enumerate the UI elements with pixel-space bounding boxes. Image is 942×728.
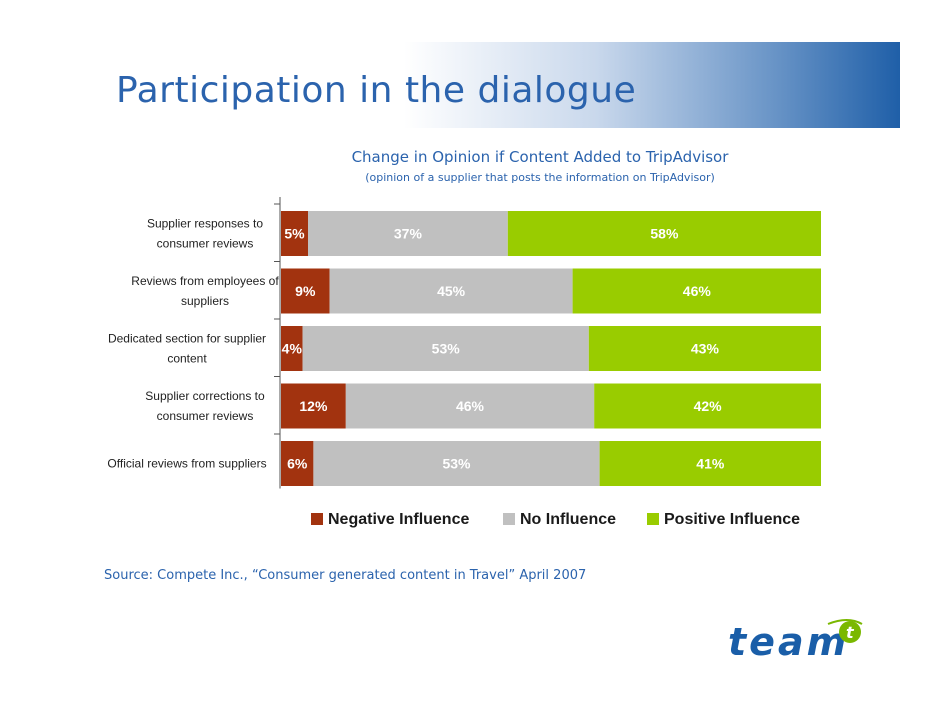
category-label: suppliers [181, 294, 229, 308]
data-label: 46% [683, 283, 712, 299]
category-label: consumer reviews [157, 237, 254, 251]
bar-segment [281, 268, 330, 314]
data-label: 45% [437, 283, 466, 299]
bar-segment [281, 441, 314, 486]
logo-wordmark: team [728, 620, 850, 664]
bar-segment [594, 383, 821, 429]
bar-segment [308, 211, 508, 256]
data-label: 42% [694, 398, 723, 414]
bar-segment [313, 441, 600, 486]
data-label: 43% [691, 341, 720, 357]
legend-swatch [647, 513, 659, 525]
data-label: 37% [394, 226, 423, 242]
legend-label: No Influence [520, 511, 616, 528]
logo-mark: t [846, 623, 855, 642]
bar-segment [345, 383, 595, 429]
bar-segment [281, 211, 308, 256]
bar-segment [588, 326, 821, 371]
chart-title: Change in Opinion if Content Added to Tr… [351, 148, 729, 166]
source-note: Source: Compete Inc., “Consumer generate… [104, 568, 587, 583]
data-label: 53% [442, 456, 471, 472]
data-label: 46% [456, 398, 485, 414]
data-label: 9% [295, 283, 316, 299]
bar-segment [507, 211, 821, 256]
category-label: Supplier corrections to [145, 389, 265, 403]
bar-segment [572, 268, 821, 314]
logo-swoosh-icon: t [827, 619, 863, 643]
category-label: Dedicated section for supplier [108, 332, 266, 346]
bar-segment [302, 326, 589, 371]
chart-subtitle: (opinion of a supplier that posts the in… [365, 171, 715, 184]
slide-title: Participation in the dialogue [116, 70, 637, 111]
legend-label: Negative Influence [328, 511, 469, 528]
category-label: content [167, 352, 207, 366]
data-label: 4% [282, 341, 303, 357]
bar-segment [329, 268, 573, 314]
data-label: 58% [650, 226, 679, 242]
category-label: Supplier responses to [147, 217, 263, 231]
bar-segment [599, 441, 821, 486]
bar-segment [281, 326, 303, 371]
header-band [100, 42, 900, 128]
bar-segment [281, 383, 346, 429]
data-label: 5% [284, 226, 305, 242]
data-label: 12% [299, 398, 328, 414]
data-label: 41% [696, 456, 725, 472]
legend-label: Positive Influence [664, 511, 800, 528]
team-logo: team t [728, 618, 868, 670]
category-label: consumer reviews [157, 409, 254, 423]
category-label: Reviews from employees of [131, 274, 279, 288]
category-label: Official reviews from suppliers [107, 457, 266, 471]
legend-swatch [311, 513, 323, 525]
data-label: 6% [287, 456, 308, 472]
data-label: 53% [432, 341, 461, 357]
legend-swatch [503, 513, 515, 525]
